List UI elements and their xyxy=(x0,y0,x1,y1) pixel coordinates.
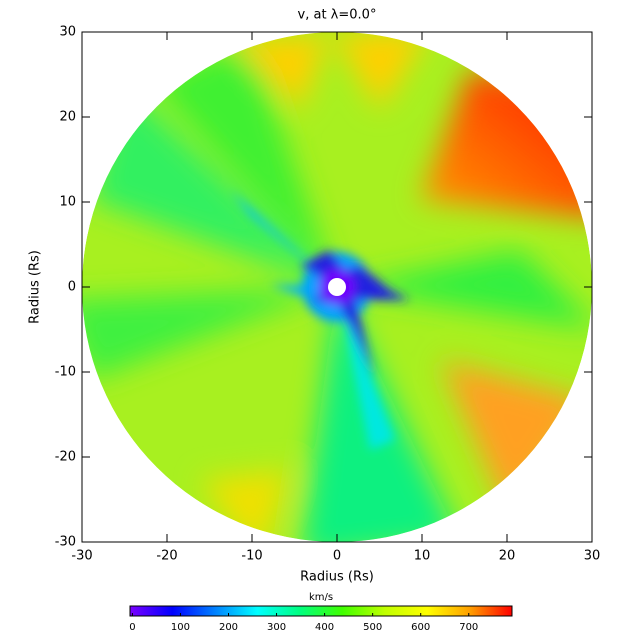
y-tick-label: 30 xyxy=(59,25,76,40)
y-axis-label: Radius (Rs) xyxy=(28,250,43,324)
x-tick-label: 30 xyxy=(584,549,601,564)
colorbar-tick-label: 600 xyxy=(411,622,430,633)
colorbar-tick-label: 200 xyxy=(219,622,238,633)
chart-title: v, at λ=0.0° xyxy=(298,8,377,23)
colorbar-tick-label: 700 xyxy=(459,622,478,633)
y-tick-label: 10 xyxy=(59,195,76,210)
x-tick-label: -20 xyxy=(156,549,177,564)
y-tick-label: -10 xyxy=(55,365,76,380)
colorbar-tick-label: 0 xyxy=(129,622,135,633)
colorbar xyxy=(129,605,513,617)
colorbar-tick-label: 300 xyxy=(267,622,286,633)
x-tick-label: 0 xyxy=(333,549,341,564)
y-tick-label: -20 xyxy=(55,450,76,465)
x-tick-label: -30 xyxy=(71,549,92,564)
x-tick-label: 10 xyxy=(414,549,431,564)
x-tick-label: -10 xyxy=(241,549,262,564)
colorbar-tick-label: 400 xyxy=(315,622,334,633)
x-axis-label: Radius (Rs) xyxy=(300,570,374,585)
field-image xyxy=(82,32,592,542)
y-tick-label: 20 xyxy=(59,110,76,125)
colorbar-tick-label: 500 xyxy=(363,622,382,633)
y-tick-label: 0 xyxy=(68,280,76,295)
x-tick-label: 20 xyxy=(499,549,516,564)
colorbar-label: km/s xyxy=(309,592,333,603)
y-tick-label: -30 xyxy=(55,535,76,550)
colorbar-tick-label: 100 xyxy=(171,622,190,633)
